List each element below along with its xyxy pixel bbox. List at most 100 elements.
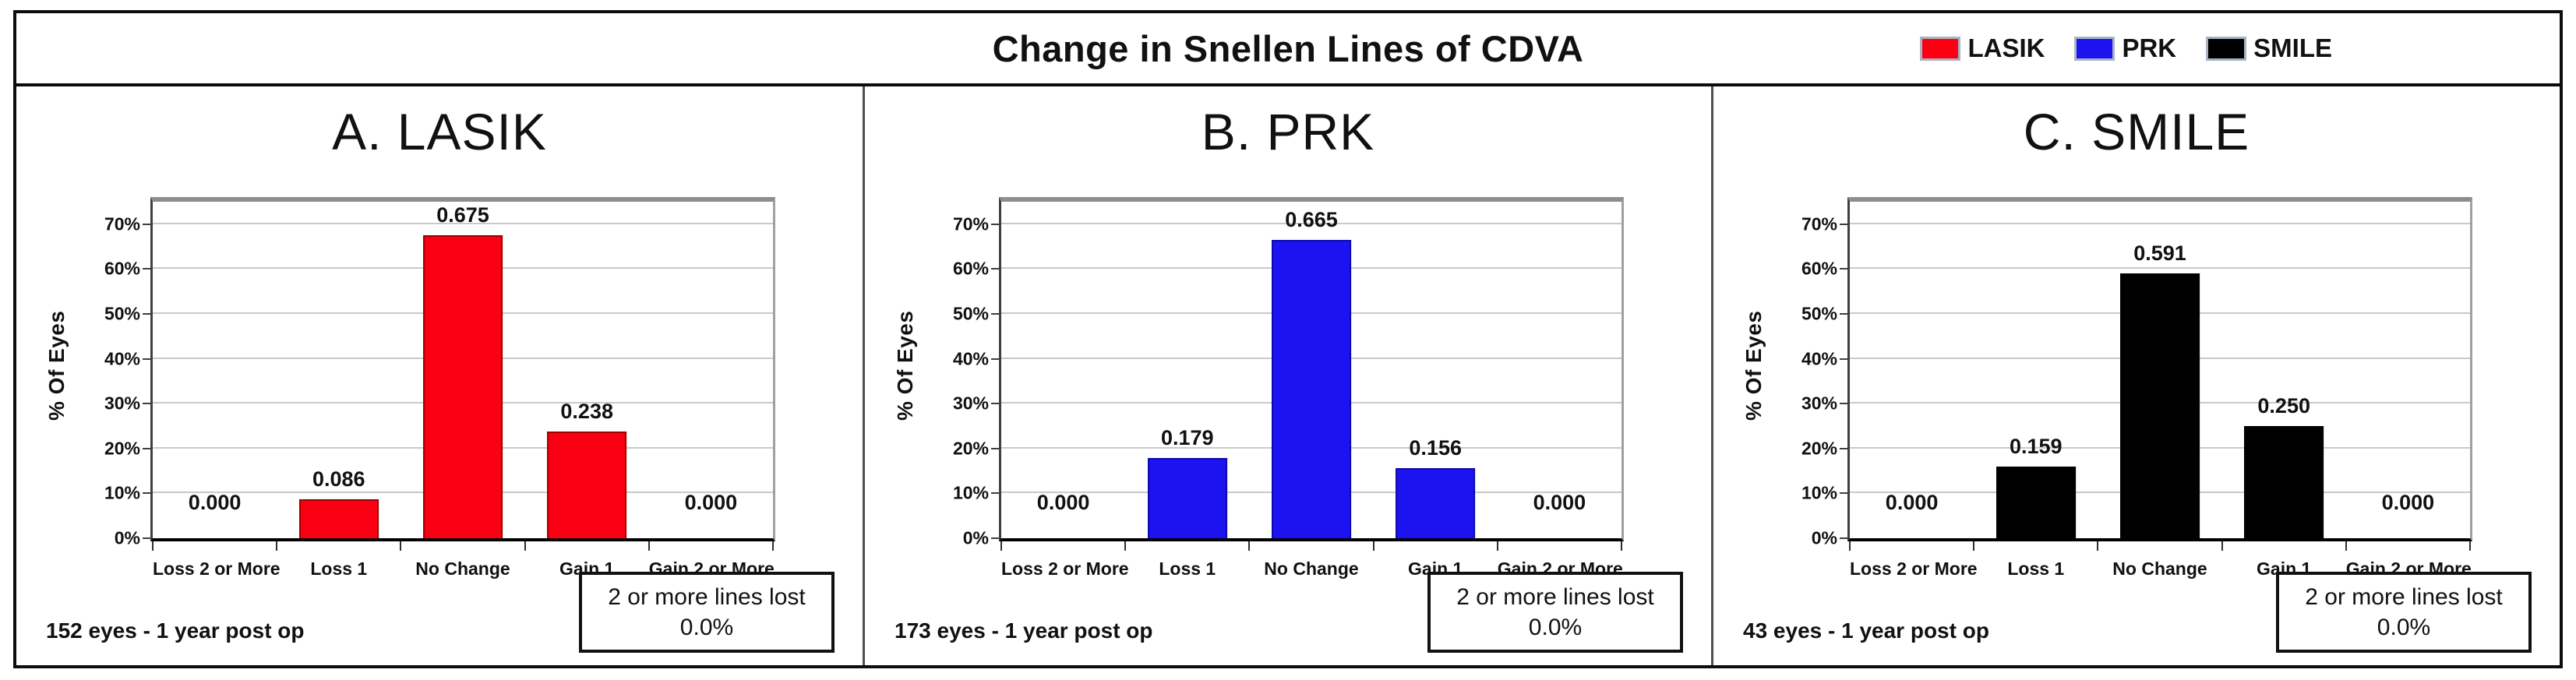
bar-value-label: 0.000 [1036, 491, 1090, 514]
x-category-label: Loss 1 [1159, 558, 1216, 579]
bar-slot: 0.675 [401, 202, 524, 538]
y-tick-label: 40% [952, 348, 989, 369]
x-tick-mark [524, 541, 526, 551]
bars-layer: 0.000 0.086 0.675 0.238 0.000 [153, 202, 773, 538]
lines-lost-text: 2 or more lines lost [2305, 584, 2503, 610]
y-tick-label: 70% [104, 213, 140, 234]
chart-title: Change in Snellen Lines of CDVA [992, 27, 1584, 69]
y-tick-mark [991, 313, 999, 315]
y-tick-label: 70% [1801, 213, 1837, 234]
bar-Gain 1 [1396, 468, 1476, 538]
y-tick-mark [991, 403, 999, 405]
lines-lost-text: 2 or more lines lost [1456, 584, 1654, 610]
x-tick-mark [1248, 541, 1251, 551]
lines-lost-percent: 0.0% [2377, 615, 2431, 640]
x-category-label: Loss 1 [2007, 558, 2065, 579]
legend-swatch [1920, 36, 1961, 61]
x-tick-mark [648, 541, 650, 551]
x-tick-mark [2097, 541, 2099, 551]
legend-item: PRK [2074, 33, 2176, 63]
x-category-label: No Change [2112, 558, 2207, 579]
y-tick-mark [143, 358, 150, 360]
bar-slot: 0.159 [1974, 202, 2098, 538]
chart-panel: C. SMILE % Of Eyes 0% 10% 20% 30% 40% 50% 60% 7… [1711, 86, 2560, 665]
y-tick-label: 30% [104, 393, 140, 414]
bar-value-label: 0.665 [1285, 207, 1338, 231]
gridline [1850, 222, 2470, 224]
bar-slot: 0.179 [1125, 202, 1249, 538]
x-tick-mark [1621, 541, 1622, 551]
y-tick-mark [991, 447, 999, 449]
y-tick-mark [1840, 313, 1847, 315]
legend-item: SMILE [2206, 33, 2332, 63]
y-tick-mark [991, 358, 999, 360]
y-tick-label: 70% [952, 213, 989, 234]
y-tick-mark [991, 492, 999, 495]
y-tick-label: 10% [952, 482, 989, 503]
x-category-label: Loss 2 or More [1001, 558, 1129, 579]
bar-value-label: 0.086 [312, 467, 365, 492]
bar-slot: 0.000 [1850, 202, 1974, 538]
lines-lost-percent: 0.0% [679, 615, 734, 640]
legend: LASIK PRK SMILE [1920, 33, 2332, 63]
x-category-label: No Change [1264, 558, 1359, 579]
bar-slot: 0.591 [2098, 202, 2221, 538]
x-category-label: No Change [415, 558, 510, 579]
y-tick-label: 0% [962, 527, 989, 548]
bar-No Change [2120, 273, 2200, 538]
x-tick-mark [2345, 541, 2347, 551]
eyes-count-note: 152 eyes - 1 year post op [46, 618, 305, 643]
x-tick-mark [152, 541, 154, 551]
bar-value-label: 0.591 [2133, 241, 2186, 265]
y-tick-mark [143, 313, 150, 315]
x-category-label: Loss 1 [310, 558, 368, 579]
bar-value-label: 0.000 [188, 491, 242, 514]
lines-lost-percent: 0.0% [1528, 615, 1583, 640]
y-tick-label: 10% [1801, 482, 1837, 503]
bar-slot: 0.000 [1001, 202, 1125, 538]
eyes-count-note: 173 eyes - 1 year post op [895, 618, 1153, 643]
bar-slot: 0.665 [1249, 202, 1373, 538]
y-tick-label: 10% [104, 482, 140, 503]
bar-slot: 0.250 [2222, 202, 2346, 538]
bar-slot: 0.086 [277, 202, 401, 538]
x-tick-mark [400, 541, 402, 551]
y-tick-mark [143, 403, 150, 405]
bar-value-label: 0.238 [560, 399, 613, 423]
y-tick-label: 50% [1801, 303, 1837, 324]
y-tick-mark [1840, 358, 1847, 360]
y-tick-label: 0% [1811, 527, 1837, 548]
eyes-count-note: 43 eyes - 1 year post op [1743, 618, 1989, 643]
bar-Loss 1 [1147, 457, 1227, 538]
y-tick-mark [143, 268, 150, 270]
bar-No Change [423, 235, 503, 538]
x-tick-mark [1973, 541, 1975, 551]
figure-frame: Change in Snellen Lines of CDVA LASIK PR… [13, 10, 2563, 668]
x-tick-mark [2469, 541, 2471, 551]
bar-slot: 0.000 [649, 202, 773, 538]
bar-value-label: 0.159 [2010, 435, 2063, 459]
plot-area: 0% 10% 20% 30% 40% 50% 60% 70% Loss 2 or More Los… [104, 197, 775, 579]
y-tick-label: 60% [1801, 258, 1837, 279]
bar-No Change [1272, 239, 1351, 538]
y-axis-title: % Of Eyes [893, 310, 917, 421]
y-tick-label: 60% [952, 258, 989, 279]
y-tick-label: 20% [952, 438, 989, 459]
panel-title: B. PRK [1201, 103, 1375, 160]
panel-title: C. SMILE [2023, 103, 2250, 160]
bar-value-label: 0.156 [1409, 436, 1462, 460]
y-tick-mark [143, 537, 150, 539]
bar-value-label: 0.000 [1885, 491, 1939, 514]
y-tick-label: 30% [952, 393, 989, 414]
bar-value-label: 0.179 [1161, 425, 1214, 449]
bar-value-label: 0.000 [1533, 491, 1586, 514]
bar-slot: 0.000 [2346, 202, 2470, 538]
y-tick-label: 50% [952, 303, 989, 324]
bar-value-label: 0.000 [2381, 491, 2435, 514]
y-tick-label: 20% [104, 438, 140, 459]
y-tick-label: 0% [114, 527, 140, 548]
plot-area: 0% 10% 20% 30% 40% 50% 60% 70% Loss 2 or More Los… [1801, 197, 2472, 579]
x-tick-mark [1496, 541, 1498, 551]
chart-panel: A. LASIK % Of Eyes 0% 10% 20% 30% 40% 50% 60% 7… [16, 86, 863, 665]
y-tick-mark [1840, 537, 1847, 539]
